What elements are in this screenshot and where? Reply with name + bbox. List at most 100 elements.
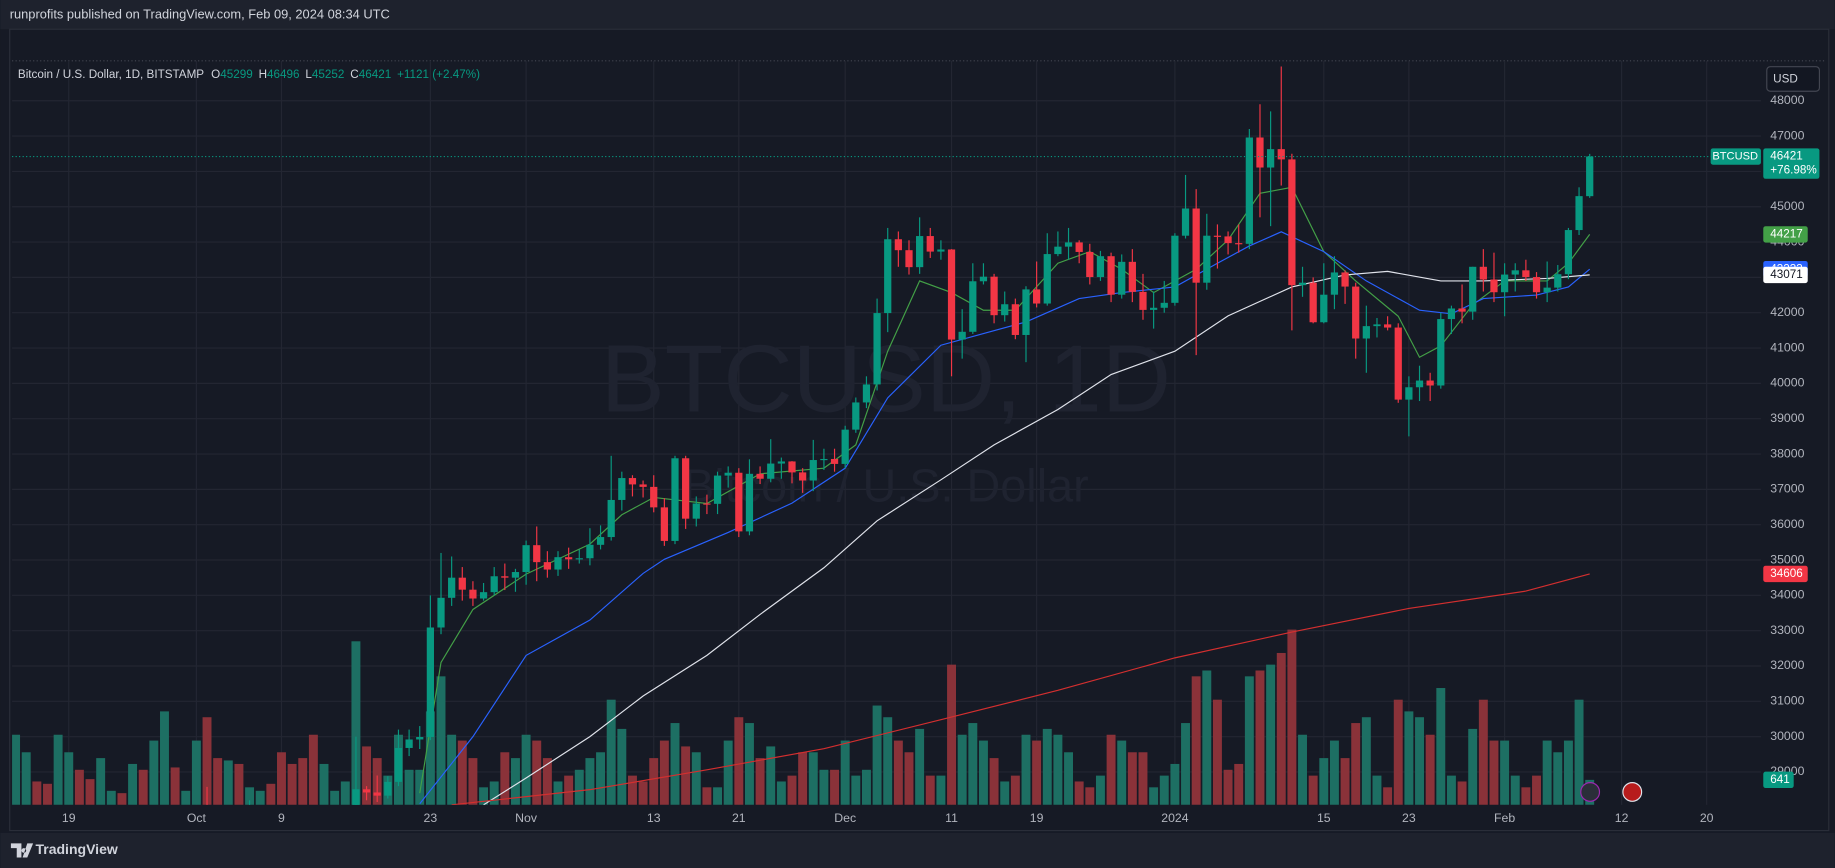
candle-body xyxy=(788,461,796,473)
volume-bar xyxy=(840,740,850,805)
volume-bar xyxy=(936,775,946,805)
volume-bar xyxy=(861,769,871,805)
volume-bar xyxy=(21,752,31,805)
currency-button[interactable] xyxy=(1766,66,1821,92)
overlay-tag xyxy=(1763,266,1808,284)
candle-body xyxy=(767,463,775,479)
overlay-tag-label: 43071 xyxy=(1770,268,1803,281)
volume-bar xyxy=(766,746,776,805)
volume-bar xyxy=(542,758,552,805)
volume-bar xyxy=(1170,763,1180,805)
candle-body xyxy=(1532,277,1541,293)
axes: 2900030000310003200033000340003500036000… xyxy=(62,93,1820,825)
header-text: runprofits published on TradingView.com,… xyxy=(10,7,390,22)
volume-bar xyxy=(1319,758,1329,805)
volume-bar xyxy=(925,775,935,805)
candle-body xyxy=(1160,302,1168,308)
candle-body xyxy=(703,503,711,505)
volume-bar xyxy=(489,781,499,805)
volume-bar xyxy=(532,740,542,805)
candle-body xyxy=(501,576,509,578)
volume-bar xyxy=(96,758,106,805)
legend-o: O xyxy=(211,68,220,81)
volume-bar xyxy=(1574,699,1584,805)
legend-l: L xyxy=(305,68,312,81)
volume-bar xyxy=(447,734,457,805)
legend-symbol: Bitcoin / U.S. Dollar, 1D, BITSTAMP xyxy=(18,68,204,81)
volume-bar xyxy=(617,728,627,805)
candle-body xyxy=(1224,236,1232,244)
volume-bar xyxy=(968,723,978,805)
candle-body xyxy=(660,507,668,541)
candle-body xyxy=(533,545,541,563)
volume-bar xyxy=(202,717,212,805)
volume-bar xyxy=(266,783,276,805)
volume-bar xyxy=(521,734,531,805)
candle-body xyxy=(799,472,807,481)
candle-body xyxy=(1107,256,1115,295)
volume-bar xyxy=(659,740,669,805)
volume-bar xyxy=(904,752,914,805)
volume-bar xyxy=(1266,664,1276,805)
candle-body xyxy=(1001,304,1009,316)
volume-bar xyxy=(1553,752,1563,805)
candle-body xyxy=(543,562,551,570)
volume-bar xyxy=(149,740,159,805)
watermark-subtitle: Bitcoin / U.S. Dollar xyxy=(683,459,1089,511)
volume-bar xyxy=(138,769,148,805)
volume-bar xyxy=(1000,781,1010,805)
volume-bar xyxy=(404,769,414,805)
candle-body xyxy=(937,249,945,252)
volume-bar xyxy=(1500,740,1510,805)
x-tick-label: 15 xyxy=(1317,811,1331,825)
volume-bar xyxy=(830,769,840,805)
flag-icon[interactable] xyxy=(1622,782,1643,802)
volume-bar xyxy=(1542,740,1552,805)
volume-bar xyxy=(1415,717,1424,805)
x-tick-label: 12 xyxy=(1615,811,1629,825)
candle-body xyxy=(1118,261,1126,295)
volume-bar xyxy=(1298,734,1307,805)
x-tick-label: 19 xyxy=(62,811,76,825)
volume-bar xyxy=(1053,734,1063,805)
legend-high: 46496 xyxy=(267,68,300,81)
volume-bar xyxy=(43,783,52,805)
volume-bar xyxy=(1436,688,1446,805)
volume-bar xyxy=(1191,676,1201,805)
volume-bar xyxy=(1181,723,1190,805)
x-tick-label: 23 xyxy=(424,811,438,825)
candle-body xyxy=(1447,308,1456,320)
volume-bar xyxy=(181,790,191,805)
y-tick-label: 38000 xyxy=(1770,446,1804,460)
volume-bar xyxy=(1372,775,1382,805)
volume-bar xyxy=(287,763,297,805)
volume-bar xyxy=(1212,699,1222,805)
candle-body xyxy=(639,484,647,487)
moving-average xyxy=(419,231,1591,805)
y-tick-label: 41000 xyxy=(1770,340,1804,354)
volume-bar xyxy=(776,781,786,805)
candle-body xyxy=(682,458,690,519)
candle-body xyxy=(1490,279,1498,293)
volume-bar xyxy=(1489,740,1499,805)
candle-body xyxy=(1341,272,1349,287)
candle-body xyxy=(458,577,466,590)
candle-body xyxy=(756,473,764,479)
candle-body xyxy=(1554,274,1562,288)
volume-bar xyxy=(510,758,520,805)
event-icon[interactable] xyxy=(1580,782,1601,802)
volume-bar xyxy=(213,758,223,805)
candle-body xyxy=(394,747,403,782)
candle-body xyxy=(724,472,732,476)
volume-bar xyxy=(1085,787,1095,805)
footer-bar xyxy=(0,832,1835,868)
candle-body xyxy=(735,472,743,532)
candle-body xyxy=(373,792,381,796)
overlay-tag xyxy=(1763,226,1808,243)
candle-body xyxy=(1458,308,1466,312)
candle-body xyxy=(1128,261,1136,292)
volume-bar xyxy=(340,781,350,805)
volume-bar xyxy=(1234,763,1244,805)
candle-body xyxy=(1277,149,1285,160)
candle-body xyxy=(990,276,998,316)
